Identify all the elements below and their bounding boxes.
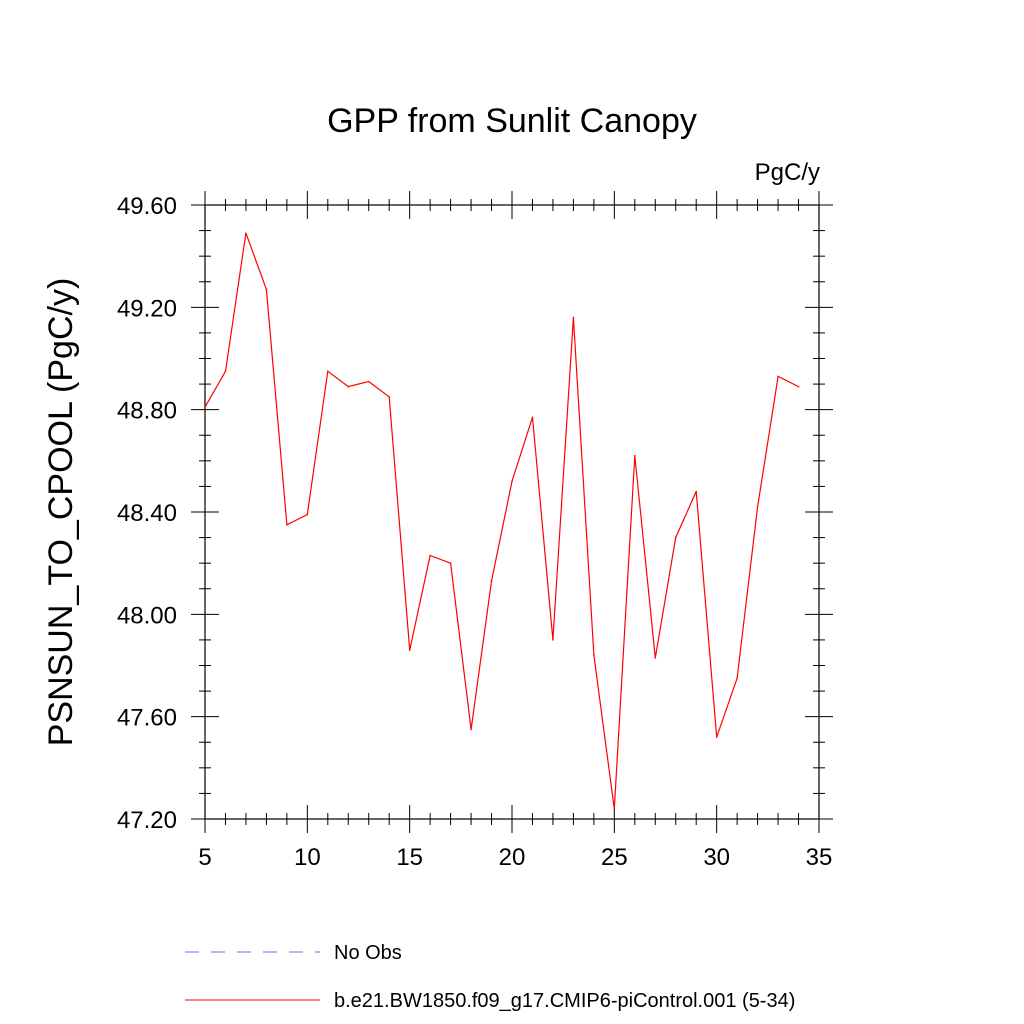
x-tick-label: 10 — [294, 844, 321, 871]
data-point — [654, 657, 657, 659]
data-point — [674, 536, 677, 539]
data-point — [306, 513, 309, 516]
data-point — [470, 728, 472, 731]
series-line — [204, 232, 799, 809]
legend-label: b.e21.BW1850.f09_g17.CMIP6-piControl.001… — [334, 990, 795, 1012]
data-point — [593, 654, 595, 657]
data-point — [715, 736, 718, 738]
data-point — [347, 385, 350, 388]
data-point — [245, 232, 247, 234]
y-tick-label: 48.00 — [117, 602, 177, 629]
legend: No Obs b.e21.BW1850.f09_g17.CMIP6-piContr… — [185, 942, 795, 1012]
axis-ticks — [191, 191, 833, 833]
x-tick-label: 35 — [806, 844, 833, 871]
y-tick-label: 47.20 — [117, 807, 177, 834]
data-point — [777, 375, 779, 378]
chart-title: GPP from Sunlit Canopy — [327, 102, 697, 140]
data-point — [327, 370, 329, 373]
legend-label: No Obs — [334, 942, 402, 964]
y-axis-label: PSNSUN_TO_CPOOL (PgC/y) — [42, 278, 80, 747]
x-tick-label: 20 — [499, 844, 526, 871]
tick-labels: 5 10 15 20 25 30 35 47.20 47.60 48.00 48.40 48.80 49… — [117, 193, 832, 871]
data-point — [204, 406, 206, 408]
x-tick-label: 25 — [601, 844, 628, 871]
data-point — [634, 454, 636, 457]
data-point — [408, 649, 411, 651]
y-tick-label: 47.60 — [117, 705, 177, 732]
x-tick-label: 30 — [703, 844, 730, 871]
data-point — [552, 639, 554, 641]
data-point — [388, 396, 391, 398]
x-tick-label: 5 — [198, 844, 211, 871]
data-point — [756, 506, 759, 508]
data-point — [265, 288, 268, 291]
data-point — [695, 490, 697, 493]
data-point — [286, 523, 288, 526]
plot-frame — [204, 204, 820, 820]
data-point — [797, 385, 800, 388]
data-point — [613, 807, 616, 810]
data-point — [511, 480, 513, 483]
units-label: PgC/y — [755, 159, 820, 186]
y-tick-label: 48.80 — [117, 398, 177, 425]
data-point — [736, 677, 738, 680]
data-point — [572, 316, 575, 319]
data-point — [490, 580, 493, 582]
data-point — [224, 370, 227, 373]
data-point — [531, 416, 534, 419]
data-point — [429, 554, 431, 557]
series-layer — [204, 232, 800, 810]
y-tick-label: 48.40 — [117, 500, 177, 527]
x-tick-label: 15 — [396, 844, 423, 871]
y-tick-label: 49.60 — [117, 193, 177, 220]
y-tick-label: 49.20 — [117, 295, 177, 322]
data-point — [367, 380, 370, 383]
data-point — [449, 562, 452, 564]
